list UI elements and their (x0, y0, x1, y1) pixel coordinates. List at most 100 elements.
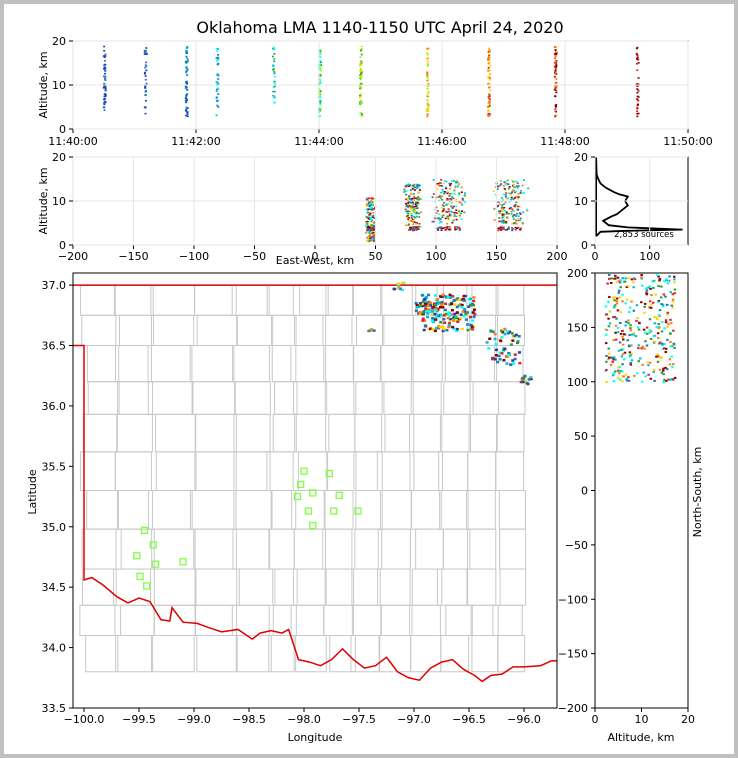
source-point (515, 341, 519, 345)
source-point (516, 340, 520, 343)
source-point (643, 311, 646, 314)
source-point (463, 310, 467, 313)
source-point (463, 211, 466, 214)
county-outline (147, 490, 193, 530)
source-point (636, 106, 639, 109)
source-point (437, 183, 440, 185)
source-point (618, 366, 621, 369)
source-point (627, 319, 630, 322)
county-outline (86, 345, 120, 383)
source-point (502, 185, 505, 187)
source-point (615, 302, 619, 305)
source-point (511, 190, 514, 193)
source-point (455, 179, 458, 182)
source-point (487, 58, 490, 60)
source-point (643, 347, 646, 350)
source-point (215, 97, 218, 100)
source-point (217, 56, 220, 59)
source-point (371, 229, 374, 231)
source-point (511, 228, 514, 230)
source-point (369, 214, 372, 216)
source-point (621, 335, 624, 338)
county-outline (383, 314, 414, 346)
source-point (645, 292, 649, 295)
source-point (417, 191, 420, 194)
source-point (612, 372, 616, 375)
source-point (443, 226, 446, 229)
northsouth-altitude-sources (604, 274, 677, 384)
source-point (455, 305, 459, 309)
source-point (426, 304, 430, 307)
source-point (359, 77, 362, 79)
source-point (504, 182, 507, 184)
source-point (670, 322, 673, 325)
source-point (370, 217, 373, 220)
source-point (605, 328, 609, 331)
source-point (405, 198, 408, 200)
source-point (446, 215, 449, 218)
source-point (488, 59, 491, 62)
source-point (643, 302, 647, 305)
source-point (487, 114, 490, 117)
source-point (649, 377, 653, 380)
source-point (633, 278, 637, 281)
source-point (438, 325, 442, 329)
source-point (669, 345, 673, 348)
source-point (647, 364, 650, 367)
county-outline (381, 284, 413, 316)
source-point (419, 225, 422, 228)
source-point (365, 231, 368, 234)
source-point (648, 361, 652, 364)
county-outline (498, 490, 526, 530)
source-point (215, 114, 218, 117)
source-point (185, 94, 188, 97)
source-point (428, 303, 432, 307)
source-point (416, 186, 419, 189)
source-point (273, 72, 276, 75)
figure: Oklahoma LMA 1140-1150 UTC April 24, 202… (4, 4, 734, 754)
source-point (423, 324, 427, 327)
source-point (522, 192, 525, 194)
source-point (448, 303, 452, 306)
source-point (637, 99, 640, 102)
source-point (458, 229, 461, 232)
source-point (500, 197, 503, 199)
county-outline (325, 284, 354, 316)
source-point (367, 231, 370, 233)
source-point (453, 226, 456, 228)
source-point (407, 224, 410, 226)
x-tick-label: −99.0 (177, 713, 211, 726)
source-point (664, 366, 667, 369)
source-point (653, 322, 657, 325)
source-point (403, 191, 406, 193)
source-point (365, 198, 368, 201)
source-point (637, 62, 640, 64)
source-point (368, 232, 371, 235)
source-point (185, 114, 188, 117)
source-point (554, 105, 557, 107)
source-point (407, 203, 410, 206)
source-point (508, 192, 511, 195)
station-marker (143, 582, 151, 590)
source-point (503, 221, 506, 224)
source-point (612, 356, 616, 359)
source-point (360, 63, 363, 66)
source-point (424, 295, 428, 299)
source-point (319, 56, 322, 58)
source-point (185, 93, 188, 96)
source-point (440, 211, 443, 213)
source-point (504, 229, 507, 231)
y-tick-label: 0 (581, 485, 588, 498)
source-point (470, 325, 474, 328)
source-point (217, 62, 220, 65)
source-point (418, 222, 421, 225)
source-point (360, 71, 363, 74)
source-point (625, 286, 629, 289)
source-point (404, 202, 407, 205)
county-outline (380, 490, 413, 530)
source-point (512, 218, 515, 220)
source-point (144, 86, 147, 89)
source-point (513, 186, 516, 189)
source-point (489, 89, 492, 91)
source-point (521, 192, 524, 194)
